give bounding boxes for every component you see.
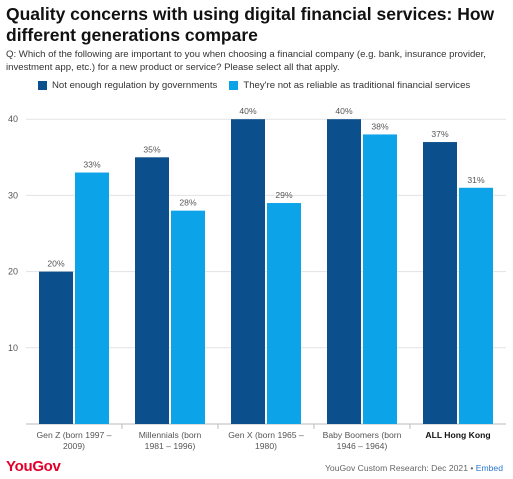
x-category-label: Gen X (born 1965 – [228, 430, 304, 440]
y-tick-label: 40 [8, 114, 18, 124]
legend-swatch-series-1 [38, 81, 47, 90]
legend-label-series-1: Not enough regulation by governments [52, 80, 218, 91]
bar-series-1 [423, 142, 457, 424]
x-category-label: Baby Boomers (born [323, 430, 402, 440]
data-label: 33% [83, 160, 101, 170]
data-label: 40% [335, 106, 353, 116]
data-label: 35% [143, 144, 161, 154]
x-category-label: 1946 – 1964) [337, 441, 388, 451]
data-label: 28% [179, 198, 197, 208]
x-category-label: Millennials (born [139, 430, 202, 440]
x-category-label: 2009) [63, 441, 85, 451]
legend-item-series-1: Not enough regulation by governments [38, 80, 217, 91]
yougov-logo: YouGov [6, 458, 61, 475]
legend-label-series-2: They're not as reliable as traditional f… [243, 80, 471, 91]
legend: Not enough regulation by governments The… [38, 80, 482, 91]
data-label: 29% [275, 190, 293, 200]
x-category-label: Gen Z (born 1997 – [36, 430, 111, 440]
data-label: 20% [47, 259, 65, 269]
source-text: YouGov Custom Research: Dec 2021 • [324, 463, 474, 473]
bar-series-1 [231, 119, 265, 424]
bar-series-2 [267, 203, 301, 424]
bar-series-2 [363, 134, 397, 424]
embed-link[interactable]: Embed [475, 463, 503, 473]
bar-series-1 [327, 119, 361, 424]
survey-question: Q: Which of the following are important … [6, 49, 486, 73]
y-tick-label: 20 [8, 267, 18, 277]
bar-series-2 [459, 187, 493, 424]
chart-title: Quality concerns with using digital fina… [6, 4, 495, 45]
y-tick-label: 30 [8, 190, 18, 200]
data-label: 31% [467, 175, 485, 185]
data-label: 37% [431, 129, 449, 139]
footer-source: YouGov Custom Research: Dec 2021 • Embed [325, 463, 503, 473]
bar-series-1 [135, 157, 169, 425]
y-tick-label: 10 [8, 343, 18, 353]
x-category-label: 1980) [255, 441, 277, 451]
x-category-label: 1981 – 1996) [145, 441, 196, 451]
x-category-label: ALL Hong Kong [425, 430, 490, 440]
data-label: 38% [371, 121, 389, 131]
bar-series-1 [39, 271, 73, 424]
legend-item-series-2: They're not as reliable as traditional f… [229, 80, 470, 91]
bar-series-2 [75, 172, 109, 424]
legend-swatch-series-2 [229, 81, 239, 90]
data-label: 40% [239, 106, 257, 116]
bar-series-2 [171, 210, 205, 424]
